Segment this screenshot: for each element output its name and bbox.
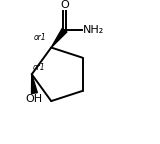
Text: OH: OH xyxy=(26,94,43,104)
Text: or1: or1 xyxy=(33,33,46,42)
Text: or1: or1 xyxy=(33,63,46,72)
Text: NH₂: NH₂ xyxy=(83,25,104,35)
Polygon shape xyxy=(51,28,67,48)
Text: O: O xyxy=(60,0,69,10)
Polygon shape xyxy=(32,74,37,93)
